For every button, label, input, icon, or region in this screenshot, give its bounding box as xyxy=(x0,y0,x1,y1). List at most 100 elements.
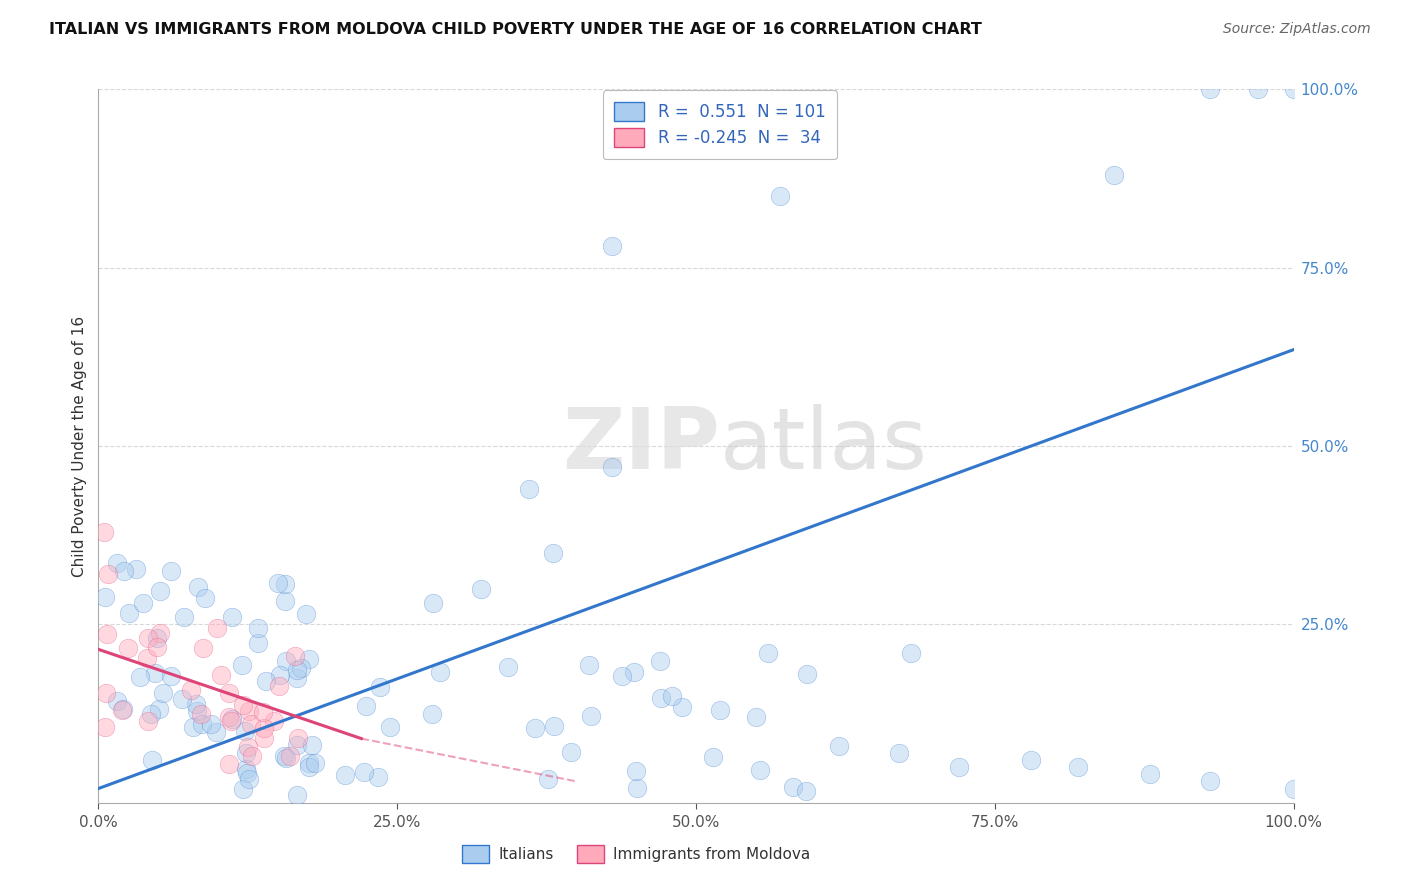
Point xyxy=(273,748,295,763)
Point xyxy=(948,760,970,774)
Point xyxy=(354,698,377,713)
Point xyxy=(1199,82,1222,96)
Point xyxy=(233,724,256,739)
Point xyxy=(1199,774,1222,789)
Point xyxy=(1282,82,1305,96)
Point xyxy=(111,702,134,716)
Point xyxy=(671,699,693,714)
Point xyxy=(602,239,624,253)
Point xyxy=(298,652,321,666)
Legend: Italians, Immigrants from Moldova: Italians, Immigrants from Moldova xyxy=(451,835,821,873)
Point xyxy=(131,597,153,611)
Point xyxy=(252,705,274,719)
Point xyxy=(160,669,183,683)
Point xyxy=(276,751,298,765)
Point xyxy=(190,706,212,721)
Point xyxy=(626,780,648,795)
Point xyxy=(623,665,645,680)
Point xyxy=(541,546,564,560)
Text: ZIP: ZIP xyxy=(562,404,720,488)
Point xyxy=(232,698,254,712)
Point xyxy=(125,562,148,576)
Point xyxy=(579,709,602,723)
Point xyxy=(105,556,128,570)
Point xyxy=(148,702,170,716)
Point xyxy=(209,668,232,682)
Point xyxy=(193,641,215,656)
Point xyxy=(187,580,209,594)
Point xyxy=(517,482,540,496)
Point xyxy=(756,646,779,660)
Point xyxy=(274,577,297,591)
Point xyxy=(578,658,600,673)
Point xyxy=(97,567,120,582)
Text: ITALIAN VS IMMIGRANTS FROM MOLDOVA CHILD POVERTY UNDER THE AGE OF 16 CORRELATION: ITALIAN VS IMMIGRANTS FROM MOLDOVA CHILD… xyxy=(49,22,981,37)
Point xyxy=(112,565,135,579)
Point xyxy=(221,610,243,624)
Point xyxy=(239,717,262,731)
Point xyxy=(118,607,141,621)
Point xyxy=(93,524,115,539)
Point xyxy=(111,703,134,717)
Point xyxy=(285,788,308,802)
Point xyxy=(297,760,319,774)
Point xyxy=(143,666,166,681)
Point xyxy=(560,745,582,759)
Point xyxy=(194,591,217,605)
Point xyxy=(276,654,298,668)
Point xyxy=(253,731,276,745)
Point xyxy=(117,640,139,655)
Point xyxy=(269,668,291,682)
Point xyxy=(180,683,202,698)
Point xyxy=(422,596,444,610)
Point xyxy=(304,756,326,771)
Point xyxy=(1247,82,1270,96)
Text: Source: ZipAtlas.com: Source: ZipAtlas.com xyxy=(1223,22,1371,37)
Point xyxy=(290,660,312,674)
Point xyxy=(186,705,208,719)
Point xyxy=(94,590,117,604)
Point xyxy=(253,721,276,735)
Point xyxy=(1104,168,1126,182)
Point xyxy=(183,720,205,734)
Point xyxy=(295,607,318,622)
Point xyxy=(129,670,152,684)
Point xyxy=(274,594,297,608)
Point xyxy=(205,621,228,635)
Point xyxy=(240,748,263,763)
Point xyxy=(235,762,257,776)
Point xyxy=(218,757,240,772)
Point xyxy=(278,749,301,764)
Point xyxy=(1067,760,1090,774)
Point xyxy=(136,714,159,728)
Point xyxy=(247,636,270,650)
Point xyxy=(301,738,323,752)
Point xyxy=(170,692,193,706)
Point xyxy=(247,622,270,636)
Point xyxy=(709,703,731,717)
Point xyxy=(231,657,253,672)
Point xyxy=(702,750,724,764)
Y-axis label: Child Poverty Under the Age of 16: Child Poverty Under the Age of 16 xyxy=(72,316,87,576)
Point xyxy=(287,671,309,685)
Point xyxy=(796,667,818,681)
Point xyxy=(1139,767,1161,781)
Point xyxy=(254,674,277,689)
Point xyxy=(543,719,565,733)
Point xyxy=(148,584,170,599)
Point xyxy=(236,740,259,755)
Point xyxy=(204,724,226,739)
Point xyxy=(1019,753,1042,767)
Point xyxy=(287,663,309,677)
Point xyxy=(160,565,183,579)
Point xyxy=(626,764,648,778)
Point xyxy=(218,686,240,700)
Point xyxy=(94,720,117,734)
Point xyxy=(173,610,195,624)
Point xyxy=(367,770,389,784)
Point xyxy=(768,189,790,203)
Point xyxy=(298,756,321,770)
Text: atlas: atlas xyxy=(720,404,928,488)
Point xyxy=(238,705,260,719)
Point xyxy=(136,651,159,665)
